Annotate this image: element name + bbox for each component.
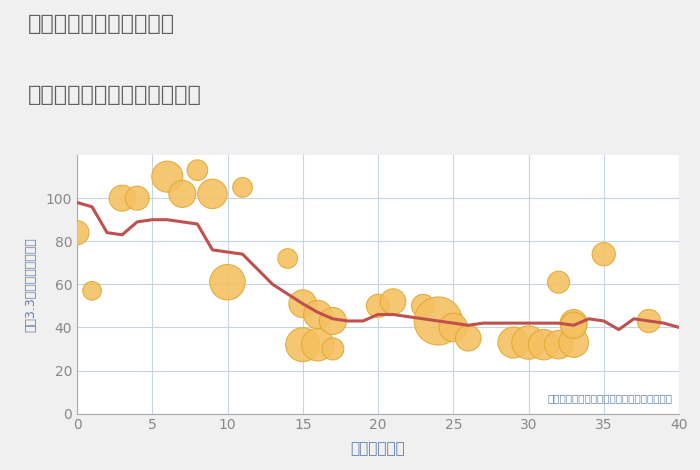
Point bbox=[553, 341, 564, 348]
Point bbox=[328, 345, 339, 352]
Point bbox=[116, 195, 128, 202]
Point bbox=[508, 339, 519, 346]
Point bbox=[523, 339, 534, 346]
Point bbox=[372, 302, 384, 310]
Point bbox=[328, 317, 339, 325]
Point bbox=[553, 278, 564, 286]
Point bbox=[87, 287, 98, 295]
Point bbox=[312, 311, 323, 318]
Point bbox=[538, 341, 549, 348]
Point bbox=[282, 255, 293, 262]
Point bbox=[568, 321, 580, 329]
Point bbox=[132, 195, 143, 202]
Point bbox=[568, 339, 580, 346]
Point bbox=[417, 302, 428, 310]
Point bbox=[312, 341, 323, 348]
Text: 円の大きさは、取引のあった物件面積を示す: 円の大きさは、取引のあった物件面積を示す bbox=[548, 393, 673, 403]
Point bbox=[192, 166, 203, 174]
Point bbox=[237, 184, 248, 191]
Point bbox=[388, 298, 399, 306]
Point bbox=[463, 335, 474, 342]
Point bbox=[222, 278, 233, 286]
Point bbox=[568, 320, 580, 327]
Point bbox=[297, 300, 308, 307]
Point bbox=[643, 317, 655, 325]
Point bbox=[176, 190, 188, 197]
Point bbox=[297, 341, 308, 348]
Point bbox=[207, 190, 218, 197]
Text: 築年数別中古マンション価格: 築年数別中古マンション価格 bbox=[28, 85, 202, 105]
Point bbox=[448, 324, 459, 331]
Point bbox=[433, 317, 444, 325]
Text: 神奈川県秦野市沼代新町: 神奈川県秦野市沼代新町 bbox=[28, 14, 175, 34]
X-axis label: 築年数（年）: 築年数（年） bbox=[351, 441, 405, 456]
Point bbox=[598, 251, 609, 258]
Y-axis label: 坪（3.3㎡）単価（万円）: 坪（3.3㎡）単価（万円） bbox=[25, 237, 37, 332]
Point bbox=[71, 229, 83, 236]
Point bbox=[162, 173, 173, 180]
